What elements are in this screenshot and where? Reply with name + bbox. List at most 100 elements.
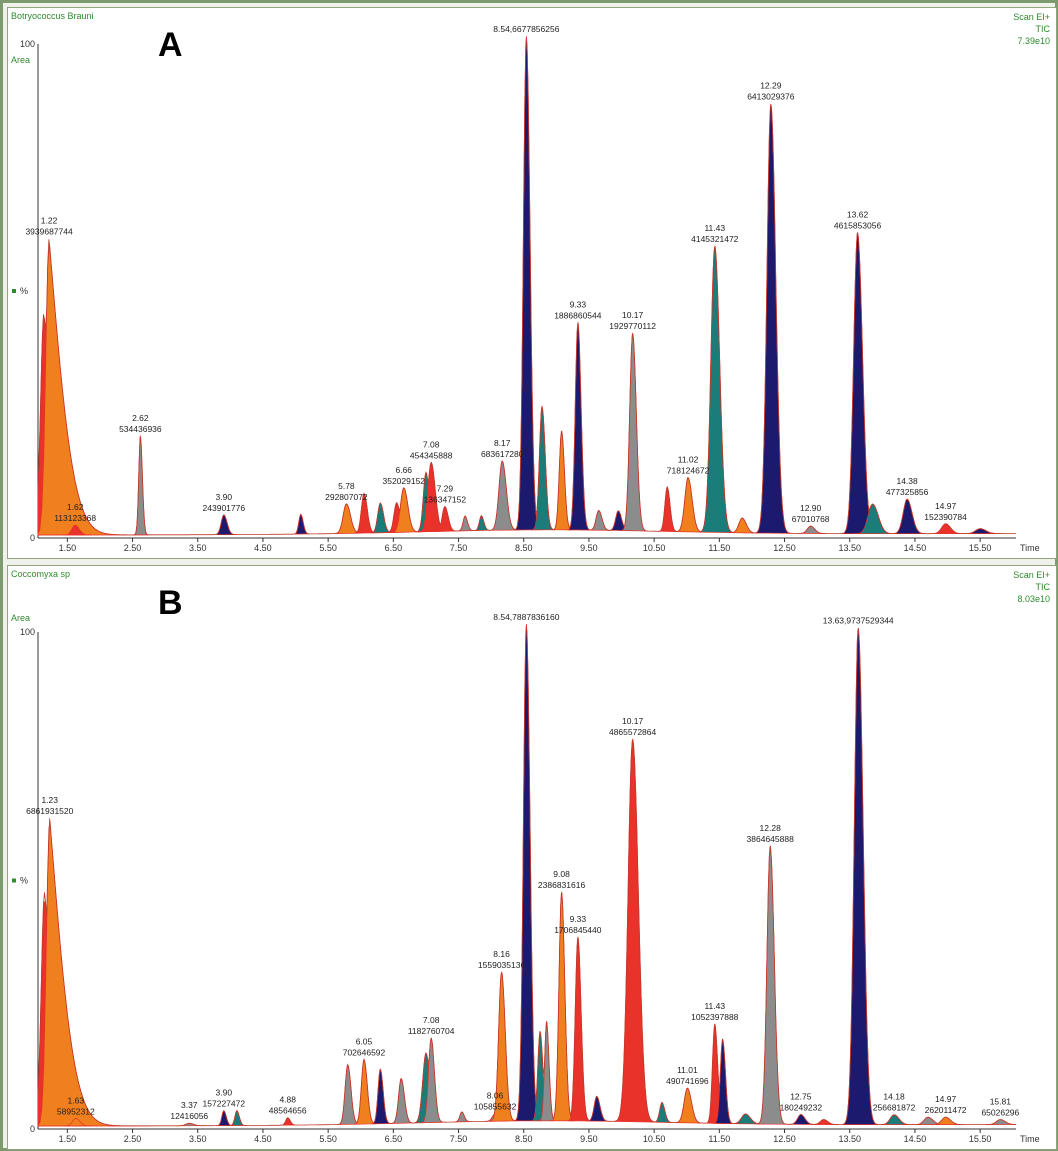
scan-mode-a: Scan EI+ [1013, 12, 1050, 22]
x-tick-label: 8.50 [515, 1134, 533, 1144]
trace-b: TIC [1035, 582, 1051, 592]
peak-label: 8.54,7887836160 [493, 612, 559, 622]
tic-trace [37, 41, 1016, 536]
peak-label: 8.17 [494, 438, 511, 448]
peak-label: 58952312 [57, 1107, 95, 1117]
peak [842, 627, 879, 1125]
peak-label: 6413029376 [747, 91, 795, 101]
peak [37, 818, 155, 1127]
tic-trace [37, 628, 1016, 1127]
peak-label: 10.17 [622, 310, 644, 320]
x-tick-label: 10.50 [643, 543, 666, 553]
scan-info-a: Scan EI+ TIC 7.39e10 [1013, 11, 1050, 47]
peak [353, 1058, 378, 1125]
x-tick-label: 4.50 [254, 1134, 272, 1144]
peak-label: 105855632 [474, 1102, 517, 1112]
sample-name-b: Coccomyxa sp [11, 569, 71, 579]
peak-label: 9.33 [570, 914, 587, 924]
peak-label: 12.75 [790, 1091, 812, 1101]
peak-label: 9.08 [553, 869, 570, 879]
x-tick-label: 10.50 [643, 1134, 666, 1144]
peak-label: 1182760704 [408, 1026, 455, 1036]
peak [754, 103, 791, 534]
x-tick-label: 6.50 [385, 543, 403, 553]
peak-label: 8.54,6677856256 [493, 24, 559, 34]
peak-label: 1.63 [68, 1096, 85, 1106]
peak-label: 12416056 [170, 1111, 208, 1121]
peak [674, 477, 705, 533]
x-tick-label: 2.50 [124, 1134, 142, 1144]
peak-label: 136347152 [424, 495, 467, 505]
peak [891, 498, 927, 535]
peak-label: 7.08 [423, 1015, 440, 1025]
x-axis-label: Time [1020, 543, 1040, 553]
peak [489, 460, 519, 531]
y-axis-marker [12, 289, 16, 293]
x-tick-label: 9.50 [580, 543, 598, 553]
peak [552, 430, 574, 531]
x-tick-label: 8.50 [515, 543, 533, 553]
x-tick-label: 2.50 [124, 543, 142, 553]
peak [586, 1095, 610, 1122]
peak [797, 525, 827, 534]
peak-label: 10.17 [622, 716, 644, 726]
x-tick-label: 3.50 [189, 543, 207, 553]
peak-label: 243901776 [203, 503, 246, 513]
peak [728, 517, 759, 534]
peak-label: 1706845440 [554, 925, 602, 935]
peak [614, 738, 656, 1123]
max-intensity-b: 8.03e10 [1017, 594, 1050, 604]
peak-label: 14.97 [935, 1094, 957, 1104]
peak-label: 262011472 [925, 1105, 967, 1115]
peak-label: 534436936 [119, 424, 162, 434]
peak-label: 65026296 [981, 1108, 1019, 1118]
peak-label: 1.22 [41, 216, 58, 226]
x-tick-label: 12.50 [773, 1134, 796, 1144]
peak [337, 1064, 361, 1125]
peak-label: 12.28 [760, 823, 782, 833]
peak-label: 152390784 [924, 512, 967, 522]
y-axis-label: % [20, 286, 28, 296]
peak-label: 11.43 [704, 223, 725, 233]
peak [878, 1114, 914, 1125]
y-tick-label-100: 100 [20, 39, 35, 49]
peak-label: 1.62 [67, 502, 84, 512]
peak-label: 702646592 [343, 1047, 386, 1057]
peak-label: 490741696 [666, 1076, 709, 1086]
peak-label: 4145321472 [691, 234, 739, 244]
scan-info-b: Scan EI+ TIC 8.03e10 [1013, 569, 1050, 605]
x-tick-label: 1.50 [59, 543, 77, 553]
peak-label: 1559035136 [478, 960, 526, 970]
peak-label: 683617280 [481, 449, 524, 459]
peak-label: 13.63,9737529344 [823, 616, 894, 626]
peak-label: 718124672 [667, 466, 710, 476]
peak-label: 4865572864 [609, 727, 657, 737]
peak-label: 11.02 [678, 455, 699, 465]
x-tick-label: 3.50 [189, 1134, 207, 1144]
peak-label: 12.90 [800, 503, 822, 513]
peak [698, 244, 735, 534]
peak-label: 6861931520 [26, 806, 74, 816]
chromatogram-b-svg: 100 0% 1.50 2.50 3.50 4.50 5.50 6.50 7.50 8.50 9.5… [12, 612, 1040, 1144]
peak [369, 502, 394, 534]
x-tick-label: 9.50 [580, 1134, 598, 1144]
x-axis-label: Time [1020, 1134, 1040, 1144]
peak-label: 477325856 [886, 487, 929, 497]
peak [62, 1118, 93, 1127]
x-tick-label: 7.50 [450, 1134, 468, 1144]
peak-label: 48564656 [269, 1106, 307, 1116]
peak-label: 2.62 [132, 413, 149, 423]
peak-label: 1052397888 [691, 1012, 739, 1022]
peak-label: 14.38 [896, 476, 918, 486]
peak-label: 7.29 [437, 484, 454, 494]
peak [756, 844, 787, 1125]
peak-label: 7.08 [423, 439, 440, 449]
peak-label: 157227472 [203, 1099, 246, 1109]
peak-label: 2386831616 [538, 880, 586, 890]
peak-label: 1929770112 [609, 321, 656, 331]
peak-label: 292807072 [325, 492, 368, 502]
peak [514, 624, 542, 1122]
trace-a: TIC [1035, 24, 1051, 34]
peak [567, 936, 591, 1122]
x-tick-label: 4.50 [254, 543, 272, 553]
